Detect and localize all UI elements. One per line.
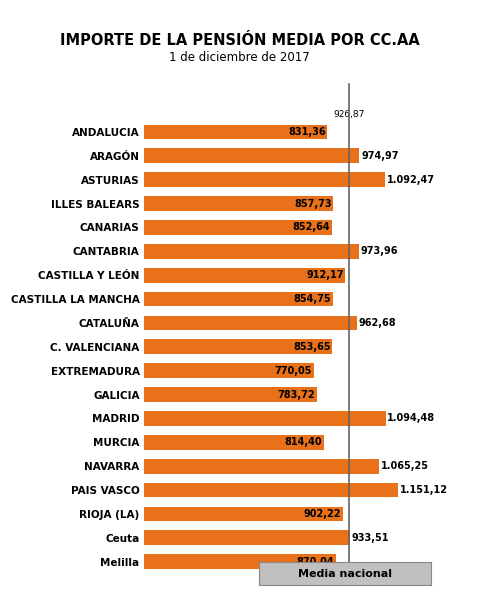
Text: 870,04: 870,04 bbox=[297, 557, 334, 566]
Bar bbox=[144, 244, 359, 259]
Text: 926,87: 926,87 bbox=[333, 110, 365, 119]
Text: Media nacional: Media nacional bbox=[298, 569, 392, 578]
Text: 1.151,12: 1.151,12 bbox=[400, 485, 448, 495]
Bar bbox=[144, 411, 386, 426]
Text: 1 de diciembre de 2017: 1 de diciembre de 2017 bbox=[169, 51, 310, 64]
Text: 974,97: 974,97 bbox=[361, 151, 399, 161]
Bar bbox=[144, 148, 359, 163]
Bar bbox=[144, 387, 317, 402]
Bar bbox=[144, 292, 332, 307]
Text: 770,05: 770,05 bbox=[274, 365, 312, 376]
Bar bbox=[144, 459, 379, 473]
Text: 831,36: 831,36 bbox=[288, 127, 326, 137]
Bar bbox=[144, 506, 343, 521]
Bar bbox=[144, 172, 385, 187]
Bar bbox=[144, 363, 314, 378]
Bar bbox=[144, 220, 332, 235]
Text: 814,40: 814,40 bbox=[285, 437, 322, 448]
Text: 1.092,47: 1.092,47 bbox=[387, 175, 435, 185]
Text: 912,17: 912,17 bbox=[306, 270, 343, 280]
Text: 973,96: 973,96 bbox=[361, 247, 399, 256]
Bar bbox=[144, 482, 398, 497]
Text: 854,75: 854,75 bbox=[293, 294, 331, 304]
Bar bbox=[144, 316, 356, 331]
Text: IMPORTE DE LA PENSIÓN MEDIA POR CC.AA: IMPORTE DE LA PENSIÓN MEDIA POR CC.AA bbox=[59, 33, 420, 48]
Text: 933,51: 933,51 bbox=[352, 533, 389, 543]
Text: 1.065,25: 1.065,25 bbox=[381, 461, 429, 471]
Bar bbox=[144, 554, 336, 569]
Bar bbox=[144, 196, 333, 211]
Bar bbox=[144, 268, 345, 283]
Bar bbox=[144, 530, 350, 545]
Text: 962,68: 962,68 bbox=[358, 318, 396, 328]
Text: 853,65: 853,65 bbox=[293, 342, 331, 352]
Text: 783,72: 783,72 bbox=[277, 389, 315, 400]
Bar bbox=[144, 340, 332, 354]
Bar bbox=[144, 125, 328, 139]
Text: 857,73: 857,73 bbox=[294, 199, 331, 209]
Text: 902,22: 902,22 bbox=[304, 509, 342, 519]
Bar bbox=[144, 435, 324, 450]
Text: 1.094,48: 1.094,48 bbox=[388, 413, 435, 424]
Text: 852,64: 852,64 bbox=[293, 223, 331, 232]
